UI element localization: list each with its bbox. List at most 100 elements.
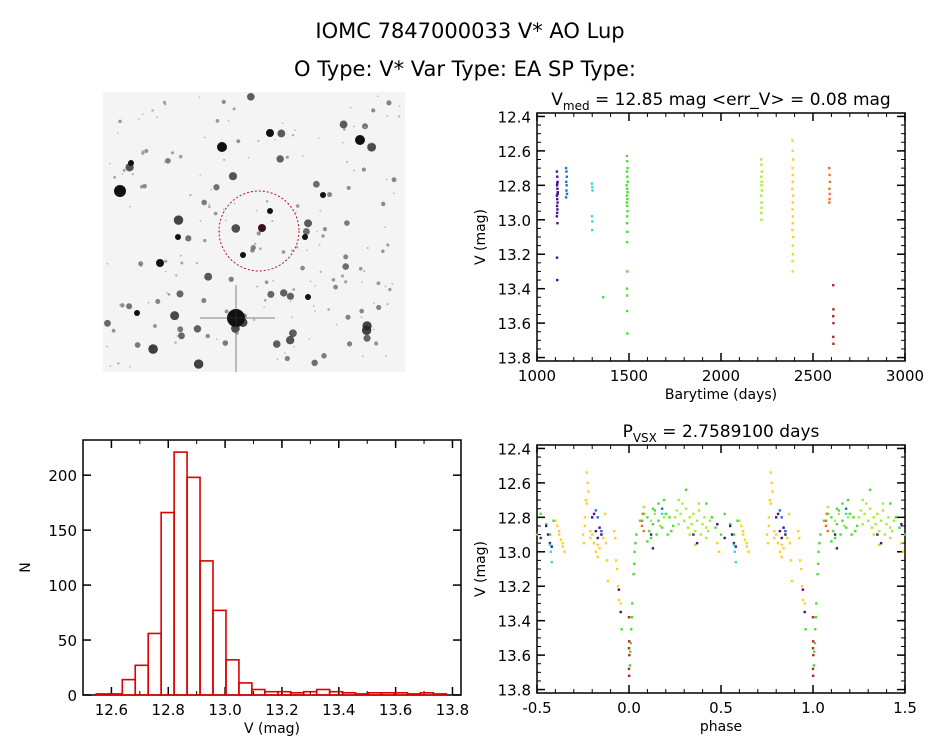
data-point xyxy=(716,523,719,526)
star xyxy=(104,319,111,327)
data-point xyxy=(634,541,637,545)
chart-title: Vmed = 12.85 mag <err_V> = 0.08 mag xyxy=(551,90,890,113)
data-point xyxy=(784,529,787,533)
star xyxy=(295,246,299,249)
data-point xyxy=(557,533,561,536)
star xyxy=(210,188,212,191)
star xyxy=(327,308,330,311)
data-point xyxy=(817,550,820,553)
data-point xyxy=(592,512,596,516)
data-point xyxy=(617,598,621,602)
data-point xyxy=(826,505,829,509)
data-point xyxy=(694,543,697,547)
data-point xyxy=(646,540,649,543)
star xyxy=(129,366,131,368)
star xyxy=(363,334,371,342)
histogram-bar xyxy=(160,511,175,696)
data-point xyxy=(791,270,794,273)
data-point xyxy=(556,211,559,215)
star xyxy=(164,160,167,163)
data-point xyxy=(788,541,792,545)
data-point xyxy=(592,541,596,545)
data-point xyxy=(850,533,853,536)
data-point xyxy=(699,533,702,536)
y-tick-label: 13.2 xyxy=(498,246,531,264)
data-point xyxy=(625,160,629,163)
data-point xyxy=(603,512,607,516)
histogram-bar xyxy=(289,692,305,696)
star xyxy=(312,180,320,188)
star xyxy=(386,100,392,106)
star xyxy=(386,243,390,247)
star xyxy=(358,266,363,271)
data-point xyxy=(625,204,629,208)
data-point xyxy=(625,309,629,313)
star xyxy=(144,148,149,154)
data-point xyxy=(555,204,559,208)
histogram-bar xyxy=(121,678,137,696)
star xyxy=(109,162,111,165)
data-point xyxy=(791,158,795,161)
data-point xyxy=(626,175,629,178)
axes-frame xyxy=(536,112,906,362)
star xyxy=(371,108,376,113)
star xyxy=(308,338,311,340)
star xyxy=(228,172,238,181)
axes-frame xyxy=(82,439,462,696)
data-point xyxy=(694,529,697,533)
star xyxy=(155,298,161,304)
y-tick-label: 200 xyxy=(48,467,77,485)
data-point xyxy=(830,540,833,543)
data-point xyxy=(686,526,690,529)
bright-star xyxy=(266,129,274,137)
data-point xyxy=(844,512,848,516)
data-point xyxy=(585,471,588,474)
star xyxy=(327,192,333,198)
y-tick-label: 12.8 xyxy=(498,509,531,527)
data-point xyxy=(628,653,631,657)
data-point xyxy=(889,536,892,540)
data-point xyxy=(556,208,559,211)
y-tick-label: 13.8 xyxy=(498,682,531,700)
star xyxy=(267,290,275,298)
data-point xyxy=(649,536,653,540)
data-point xyxy=(872,516,875,519)
star xyxy=(289,300,292,303)
star xyxy=(292,288,296,291)
histogram-bar xyxy=(199,560,214,696)
star xyxy=(285,155,289,159)
data-point xyxy=(801,598,805,602)
star xyxy=(364,126,366,129)
data-point xyxy=(666,533,669,536)
y-tick-label: 150 xyxy=(48,522,77,540)
star xyxy=(363,270,366,273)
histogram-bar xyxy=(134,664,149,696)
data-point xyxy=(671,524,675,528)
star xyxy=(398,105,401,107)
data-point xyxy=(766,541,770,545)
data-point xyxy=(811,674,815,677)
data-point xyxy=(625,170,629,173)
data-point xyxy=(646,516,649,519)
data-point xyxy=(584,498,587,502)
star xyxy=(176,335,178,337)
star xyxy=(173,215,184,225)
data-point xyxy=(747,550,750,553)
data-point xyxy=(765,533,769,536)
histogram-bar xyxy=(264,690,279,696)
data-point xyxy=(625,194,629,197)
star xyxy=(164,270,167,273)
data-point xyxy=(627,616,631,619)
star xyxy=(204,272,213,281)
data-point xyxy=(859,509,863,512)
data-point xyxy=(632,562,636,566)
data-point xyxy=(626,209,629,213)
star xyxy=(384,226,386,228)
star xyxy=(121,173,124,175)
data-point xyxy=(883,533,886,536)
star xyxy=(255,209,258,212)
histogram-bar xyxy=(406,693,422,696)
y-tick-label: 13.6 xyxy=(498,647,531,665)
data-point xyxy=(819,533,822,536)
histogram-bar xyxy=(393,692,409,696)
